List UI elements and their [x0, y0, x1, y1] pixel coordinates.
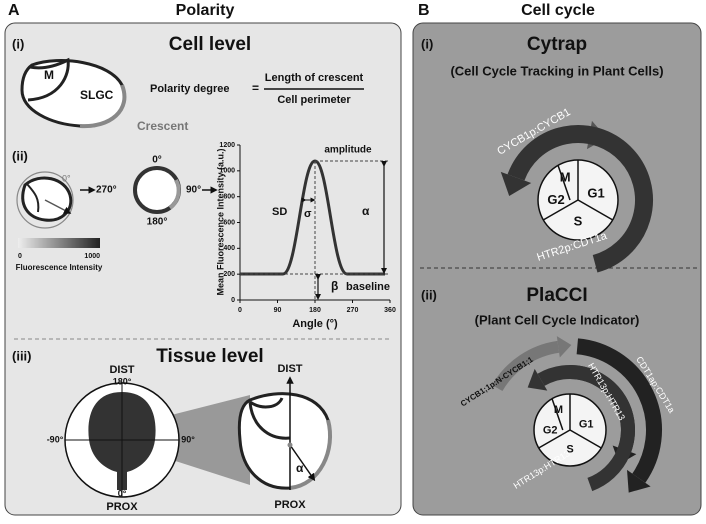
y-tick-label: 0 — [231, 297, 235, 304]
angle-label: 180° — [113, 376, 132, 386]
crescent — [79, 84, 127, 129]
phase-label: S — [574, 213, 583, 228]
y-tick-label: 1200 — [219, 142, 235, 149]
angle-label: 90° — [181, 434, 195, 444]
angle-label: -90° — [47, 434, 64, 444]
angle-label: 0° — [152, 155, 162, 166]
placci-arcs — [492, 336, 662, 493]
section-title: Cell level — [169, 34, 251, 55]
section-label: (ii) — [421, 287, 437, 302]
direction-label: PROX — [274, 499, 306, 511]
colorbar-max: 1000 — [84, 253, 100, 260]
ring-crescent — [168, 179, 181, 210]
angle-label: 180° — [147, 217, 168, 228]
cell — [21, 176, 73, 222]
panel-title: Cell cycle — [521, 2, 595, 19]
section-label: (i) — [12, 36, 24, 51]
m-cell-wall — [27, 57, 70, 102]
angle-label: α — [296, 461, 304, 475]
x-axis-title: Angle (°) — [292, 318, 338, 330]
x-tick-label: 270 — [347, 307, 359, 314]
angle-label: 90° — [186, 185, 201, 196]
arrow-head — [556, 336, 572, 358]
placci-pie: M G1 G2 S — [533, 393, 607, 467]
angle-arrow — [44, 199, 72, 214]
annotation: σ — [304, 208, 312, 220]
annotation: β — [331, 279, 338, 293]
arrow-head — [500, 171, 532, 197]
section-title: Tissue level — [156, 346, 263, 367]
x-tick-label: 360 — [384, 307, 396, 314]
rotation-guide — [16, 171, 74, 229]
intensity-plot: amplitude SD σ α β baseline Angle (°) Me… — [215, 142, 396, 330]
phase-label: G2 — [543, 425, 558, 437]
panel-title: Polarity — [176, 2, 235, 19]
angle-label: 270° — [96, 185, 117, 196]
pie-divider — [551, 398, 564, 431]
phase-label: S — [566, 444, 573, 456]
section-subtitle: (Plant Cell Cycle Indicator) — [475, 312, 640, 327]
cell-label: SLGC — [80, 88, 114, 102]
colorbar-title: Fluorescence Intensity — [16, 263, 103, 272]
y-tick-label: 400 — [223, 245, 235, 252]
pie-divider — [538, 429, 571, 449]
panel-label: A — [8, 2, 20, 19]
cytrap-arcs — [500, 120, 653, 273]
angle-label: 0° — [62, 173, 71, 183]
pie-divider — [557, 164, 571, 201]
m-cell-wall — [26, 183, 40, 213]
panel-label: B — [418, 2, 430, 19]
section-title: Cytrap — [527, 34, 587, 55]
direction-label: DIST — [277, 363, 302, 375]
arrow-head — [527, 368, 548, 391]
phase-label: G1 — [579, 419, 594, 431]
phase-label: G2 — [547, 192, 564, 207]
pie-divider — [569, 429, 602, 449]
direction-label: PROX — [106, 501, 138, 513]
equation-equals: = — [252, 81, 259, 95]
y-tick-label: 800 — [223, 194, 235, 201]
annotation: amplitude — [324, 145, 372, 156]
angle-label: 0° — [118, 488, 127, 498]
denominator: Cell perimeter — [277, 94, 351, 106]
phase-label: G1 — [587, 185, 604, 200]
phase-label: M — [554, 404, 563, 416]
equation-lhs: Polarity degree — [150, 83, 229, 95]
section-subtitle: (Cell Cycle Tracking in Plant Cells) — [450, 63, 663, 78]
cytrap-pie: M G1 G2 S — [537, 159, 619, 241]
cell-label: M — [44, 68, 54, 82]
y-tick-label: 1000 — [219, 168, 235, 175]
direction-label: DIST — [109, 364, 134, 376]
pie-divider — [577, 199, 614, 221]
arrow-head — [627, 469, 651, 493]
x-tick-label: 90 — [274, 307, 282, 314]
crescent — [289, 419, 332, 490]
reporter-arc — [507, 125, 653, 273]
pie-divider — [542, 199, 579, 221]
crescent-label: Crescent — [137, 119, 188, 133]
colorbar — [18, 238, 100, 248]
y-tick-label: 200 — [223, 271, 235, 278]
polarity-vector — [289, 444, 316, 482]
annotation: α — [362, 204, 370, 218]
reporter-arc — [537, 365, 635, 492]
section-label: (iii) — [12, 348, 32, 363]
section-title: PlaCCI — [526, 285, 587, 306]
y-tick-label: 600 — [223, 219, 235, 226]
x-tick-label: 180 — [309, 307, 321, 314]
y-axis-title: Mean Fluorescence Intensity (a.u.) — [215, 148, 225, 295]
section-label: (i) — [421, 36, 433, 51]
centroid — [287, 442, 293, 448]
numerator: Length of crescent — [265, 72, 364, 84]
annotation: baseline — [346, 281, 390, 293]
annotation: SD — [272, 206, 287, 218]
reporter-arc — [492, 340, 560, 392]
m-cell-wall — [248, 397, 291, 440]
reporter-arc — [576, 338, 662, 483]
colorbar-min: 0 — [18, 253, 22, 260]
x-tick-label: 0 — [238, 307, 242, 314]
phase-label: M — [560, 169, 571, 184]
section-label: (ii) — [12, 148, 28, 163]
